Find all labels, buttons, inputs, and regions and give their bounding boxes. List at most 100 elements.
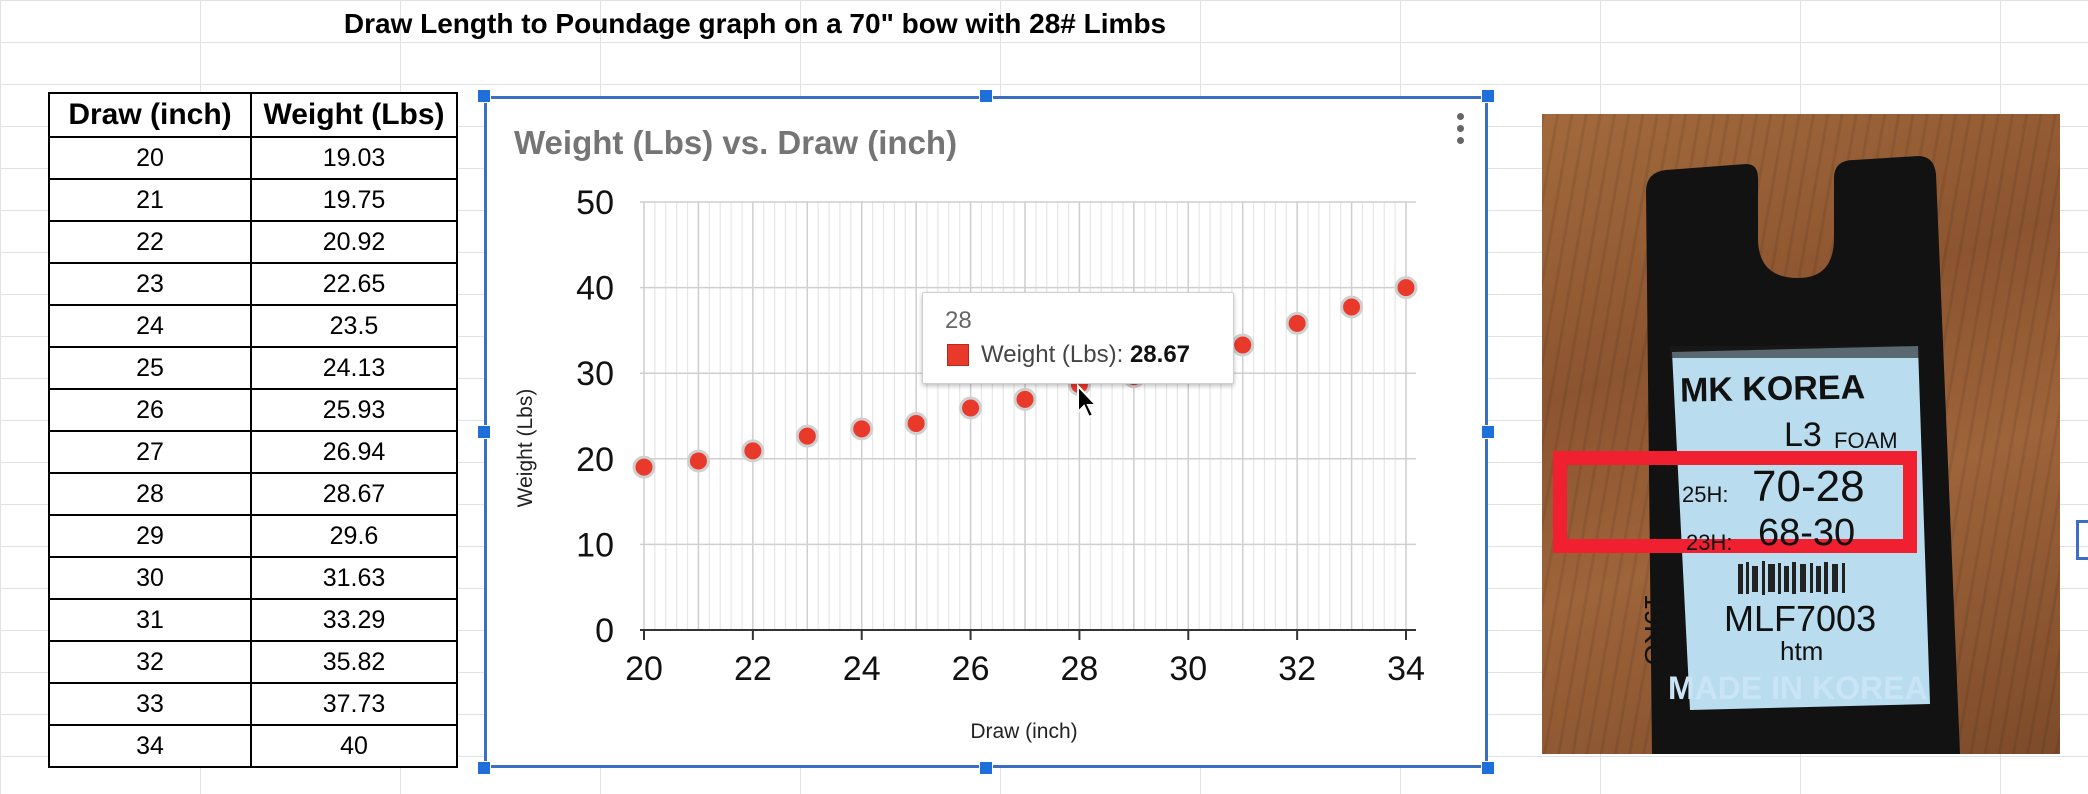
header-draw[interactable]: Draw (inch) [48, 92, 252, 138]
cell-weight[interactable]: 26.94 [250, 430, 458, 474]
tooltip-series-label: Weight (Lbs) [981, 341, 1117, 368]
table-row: 25 24.13 [48, 346, 458, 390]
header-weight[interactable]: Weight (Lbs) [250, 92, 458, 138]
x-tick-label: 24 [843, 650, 881, 688]
data-point[interactable] [850, 417, 874, 441]
cell-draw[interactable]: 32 [48, 640, 252, 684]
y-tick-label: 30 [576, 355, 614, 393]
cell-draw[interactable]: 25 [48, 346, 252, 390]
cell-weight[interactable]: 37.73 [250, 682, 458, 726]
table-header-row: Draw (inch) Weight (Lbs) [48, 92, 458, 138]
cell-weight[interactable]: 28.67 [250, 472, 458, 516]
cell-weight[interactable]: 19.03 [250, 136, 458, 180]
label-code-2: htm [1780, 636, 1824, 666]
table-row: 32 35.82 [48, 640, 458, 684]
resize-handle-bottom-left[interactable] [477, 761, 491, 775]
data-point[interactable] [1394, 276, 1418, 300]
data-point[interactable] [1285, 311, 1309, 335]
resize-handle-top-right[interactable] [1481, 89, 1495, 103]
cell-weight[interactable]: 19.75 [250, 178, 458, 222]
y-axis-label: Weight (Lbs) [514, 389, 537, 508]
table-row: 30 31.63 [48, 556, 458, 600]
cell-draw[interactable]: 30 [48, 556, 252, 600]
cell-weight[interactable]: 24.13 [250, 346, 458, 390]
cell-weight[interactable]: 40 [250, 724, 458, 768]
tooltip-x-value: 28 [945, 307, 972, 334]
tooltip-series-swatch [947, 344, 969, 366]
y-tick-label: 20 [576, 441, 614, 479]
cell-weight[interactable]: 29.6 [250, 514, 458, 558]
y-tick-label: 50 [576, 184, 614, 222]
data-point[interactable] [795, 424, 819, 448]
limb-label-photo[interactable]: MK KOREA L3 FOAM 25H: 70-28 23H: 68-30 1… [1542, 114, 2060, 754]
cell-draw[interactable]: 24 [48, 304, 252, 348]
cell-weight[interactable]: 25.93 [250, 388, 458, 432]
resize-handle-bottom-right[interactable] [1481, 761, 1495, 775]
cell-weight[interactable]: 31.63 [250, 556, 458, 600]
label-25h-value: 70-28 [1752, 462, 1865, 511]
table-row: 21 19.75 [48, 178, 458, 222]
label-23h-value: 68-30 [1758, 512, 1856, 554]
data-point[interactable] [741, 439, 765, 463]
table-row: 34 40 [48, 724, 458, 768]
label-line-2: L3 [1784, 416, 1822, 454]
chart-axes: 0 10 20 30 40 50 20 22 24 26 28 30 32 34 [576, 184, 1425, 688]
tooltip-row: Weight (Lbs): 28.67 [981, 341, 1190, 369]
table-row: 31 33.29 [48, 598, 458, 642]
cell-draw[interactable]: 22 [48, 220, 252, 264]
resize-handle-right[interactable] [1481, 425, 1495, 439]
cell-draw[interactable]: 31 [48, 598, 252, 642]
y-tick-label: 10 [576, 526, 614, 564]
label-25h-prefix: 25H: [1682, 482, 1729, 507]
data-point[interactable] [1340, 295, 1364, 319]
y-tick-label: 40 [576, 270, 614, 308]
resize-handle-top-left[interactable] [477, 89, 491, 103]
table-row: 28 28.67 [48, 472, 458, 516]
cell-draw[interactable]: 21 [48, 178, 252, 222]
cell-weight[interactable]: 22.65 [250, 262, 458, 306]
resize-handle-top[interactable] [979, 89, 993, 103]
label-line-2b: FOAM [1834, 428, 1898, 453]
x-tick-label: 20 [625, 650, 663, 688]
x-axis-label: Draw (inch) [970, 720, 1077, 743]
label-code: MLF7003 [1724, 598, 1877, 639]
label-vertical-text: 19KO [1639, 594, 1670, 666]
cell-draw[interactable]: 28 [48, 472, 252, 516]
data-point[interactable] [632, 455, 656, 479]
cell-weight[interactable]: 20.92 [250, 220, 458, 264]
resize-handle-bottom[interactable] [979, 761, 993, 775]
sheet-title[interactable]: Draw Length to Poundage graph on a 70" b… [343, 8, 1167, 39]
cell-draw[interactable]: 34 [48, 724, 252, 768]
table-row: 33 37.73 [48, 682, 458, 726]
label-footer: MADE IN KOREA [1668, 670, 1928, 706]
resize-handle-left[interactable] [477, 425, 491, 439]
data-table: Draw (inch) Weight (Lbs) 20 19.03 21 19.75 2… [48, 92, 458, 768]
cell-weight[interactable]: 35.82 [250, 640, 458, 684]
cell-draw[interactable]: 27 [48, 430, 252, 474]
data-point[interactable] [1231, 333, 1255, 357]
cell-draw[interactable]: 20 [48, 136, 252, 180]
table-row: 24 23.5 [48, 304, 458, 348]
table-body: 20 19.03 21 19.75 22 20.92 23 22.65 24 23.5 25 24.1… [48, 136, 458, 768]
table-row: 23 22.65 [48, 262, 458, 306]
cell-draw[interactable]: 23 [48, 262, 252, 306]
y-tick-label: 0 [595, 612, 614, 650]
table-row: 22 20.92 [48, 220, 458, 264]
data-point[interactable] [959, 396, 983, 420]
x-tick-label: 22 [734, 650, 772, 688]
chart-tooltip: 28 Weight (Lbs): 28.67 [922, 292, 1234, 384]
cell-draw[interactable]: 26 [48, 388, 252, 432]
cell-draw[interactable]: 29 [48, 514, 252, 558]
cell-draw[interactable]: 33 [48, 682, 252, 726]
data-point[interactable] [904, 411, 928, 435]
cell-weight[interactable]: 23.5 [250, 304, 458, 348]
chart-more-options-icon[interactable] [1452, 110, 1468, 150]
cell-weight[interactable]: 33.29 [250, 598, 458, 642]
data-point[interactable] [686, 449, 710, 473]
data-point[interactable] [1013, 387, 1037, 411]
label-line-1: MK KOREA [1679, 368, 1866, 410]
tooltip-value: 28.67 [1129, 341, 1191, 368]
next-object-edge[interactable] [2076, 520, 2088, 560]
table-row: 26 25.93 [48, 388, 458, 432]
x-tick-label: 28 [1061, 650, 1099, 688]
